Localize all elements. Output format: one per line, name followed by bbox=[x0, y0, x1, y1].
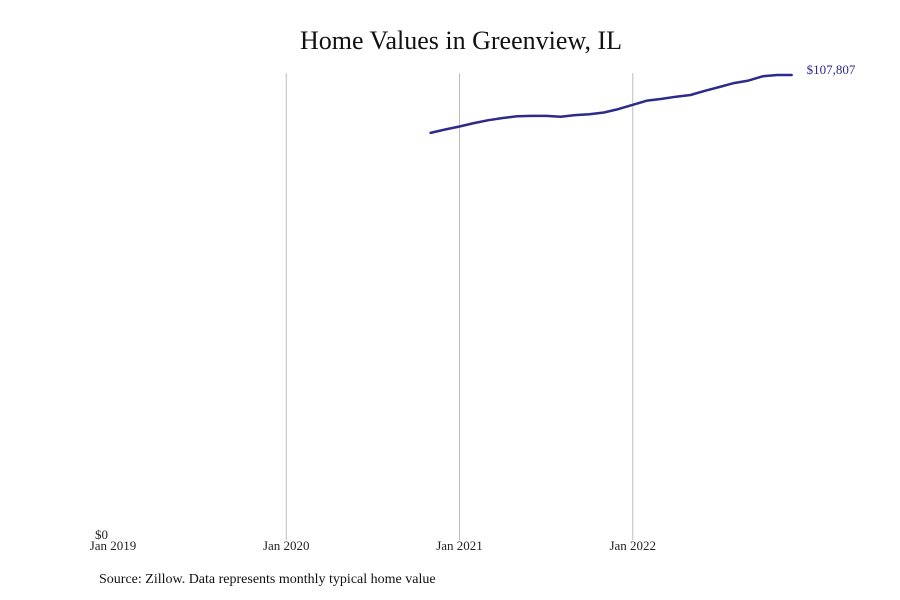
source-note: Source: Zillow. Data represents monthly … bbox=[99, 572, 436, 587]
x-tick-label: Jan 2022 bbox=[609, 538, 656, 553]
x-tick-label: Jan 2021 bbox=[436, 538, 483, 553]
x-tick-label: Jan 2020 bbox=[263, 538, 310, 553]
series-line bbox=[429, 73, 793, 135]
series-layer bbox=[429, 73, 793, 135]
x-tick-label: Jan 2019 bbox=[90, 538, 137, 553]
chart-title: Home Values in Greenview, IL bbox=[299, 26, 623, 55]
tick-labels: Jan 2019 Jan 2020 Jan 2021 Jan 2022 $0 $107,8… bbox=[90, 62, 856, 553]
end-value-label: $107,807 bbox=[807, 62, 856, 77]
gridlines bbox=[285, 73, 634, 540]
y-tick-label: $0 bbox=[95, 527, 108, 542]
